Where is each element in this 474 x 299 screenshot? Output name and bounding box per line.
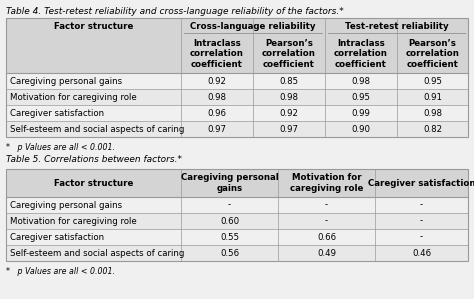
Text: Caregiving personal
gains: Caregiving personal gains xyxy=(181,173,278,193)
Text: *   p Values are all < 0.001.: * p Values are all < 0.001. xyxy=(6,266,115,275)
Text: 0.90: 0.90 xyxy=(352,124,371,133)
Text: -: - xyxy=(420,216,423,225)
Text: -: - xyxy=(228,201,231,210)
Text: Factor structure: Factor structure xyxy=(54,179,133,187)
Text: 0.97: 0.97 xyxy=(280,124,299,133)
Text: Caregiving personal gains: Caregiving personal gains xyxy=(10,77,122,86)
Text: 0.85: 0.85 xyxy=(280,77,299,86)
Text: 0.56: 0.56 xyxy=(220,248,239,257)
Text: 0.66: 0.66 xyxy=(317,233,336,242)
Text: 0.95: 0.95 xyxy=(352,92,371,101)
Text: Test-retest reliability: Test-retest reliability xyxy=(345,22,448,31)
Text: Caregiving personal gains: Caregiving personal gains xyxy=(10,201,122,210)
Text: 0.98: 0.98 xyxy=(423,109,442,118)
Text: *   p Values are all < 0.001.: * p Values are all < 0.001. xyxy=(6,143,115,152)
Text: Table 5. Correlations between factors.*: Table 5. Correlations between factors.* xyxy=(6,155,182,164)
Bar xyxy=(6,245,468,261)
Text: Caregiver satisfaction: Caregiver satisfaction xyxy=(10,109,104,118)
Bar xyxy=(6,213,468,229)
Text: 0.97: 0.97 xyxy=(208,124,227,133)
Text: 0.96: 0.96 xyxy=(208,109,227,118)
Text: 0.60: 0.60 xyxy=(220,216,239,225)
Text: 0.92: 0.92 xyxy=(280,109,299,118)
Text: Pearson’s
correlation
coefficient: Pearson’s correlation coefficient xyxy=(262,39,316,69)
Text: Pearson’s
correlation
coefficient: Pearson’s correlation coefficient xyxy=(406,39,459,69)
Text: 0.99: 0.99 xyxy=(352,109,371,118)
Text: Motivation for
caregiving role: Motivation for caregiving role xyxy=(290,173,363,193)
Text: Cross-language reliability: Cross-language reliability xyxy=(190,22,316,31)
Text: Self-esteem and social aspects of caring: Self-esteem and social aspects of caring xyxy=(10,248,184,257)
Text: -: - xyxy=(325,201,328,210)
Text: Caregiver satisfaction: Caregiver satisfaction xyxy=(10,233,104,242)
Text: 0.46: 0.46 xyxy=(412,248,431,257)
Text: -: - xyxy=(420,233,423,242)
Text: -: - xyxy=(325,216,328,225)
Bar xyxy=(6,18,468,73)
Text: Intraclass
correlation
coefficient: Intraclass correlation coefficient xyxy=(190,39,244,69)
Text: Intraclass
correlation
coefficient: Intraclass correlation coefficient xyxy=(334,39,388,69)
Text: Caregiver satisfaction: Caregiver satisfaction xyxy=(368,179,474,187)
Bar xyxy=(6,18,468,137)
Text: -: - xyxy=(420,201,423,210)
Text: 0.98: 0.98 xyxy=(352,77,371,86)
Text: 0.91: 0.91 xyxy=(423,92,442,101)
Text: Motivation for caregiving role: Motivation for caregiving role xyxy=(10,216,137,225)
Text: 0.95: 0.95 xyxy=(423,77,442,86)
Text: Motivation for caregiving role: Motivation for caregiving role xyxy=(10,92,137,101)
Text: 0.82: 0.82 xyxy=(423,124,442,133)
Bar xyxy=(6,169,468,261)
Text: Table 4. Test-retest reliability and cross-language reliability of the factors.*: Table 4. Test-retest reliability and cro… xyxy=(6,7,344,16)
Text: 0.98: 0.98 xyxy=(208,92,227,101)
Text: 0.92: 0.92 xyxy=(208,77,227,86)
Text: 0.49: 0.49 xyxy=(317,248,336,257)
Bar xyxy=(6,121,468,137)
Bar xyxy=(6,169,468,197)
Bar xyxy=(6,89,468,105)
Text: 0.55: 0.55 xyxy=(220,233,239,242)
Text: Factor structure: Factor structure xyxy=(54,22,133,31)
Text: Self-esteem and social aspects of caring: Self-esteem and social aspects of caring xyxy=(10,124,184,133)
Text: 0.98: 0.98 xyxy=(280,92,299,101)
